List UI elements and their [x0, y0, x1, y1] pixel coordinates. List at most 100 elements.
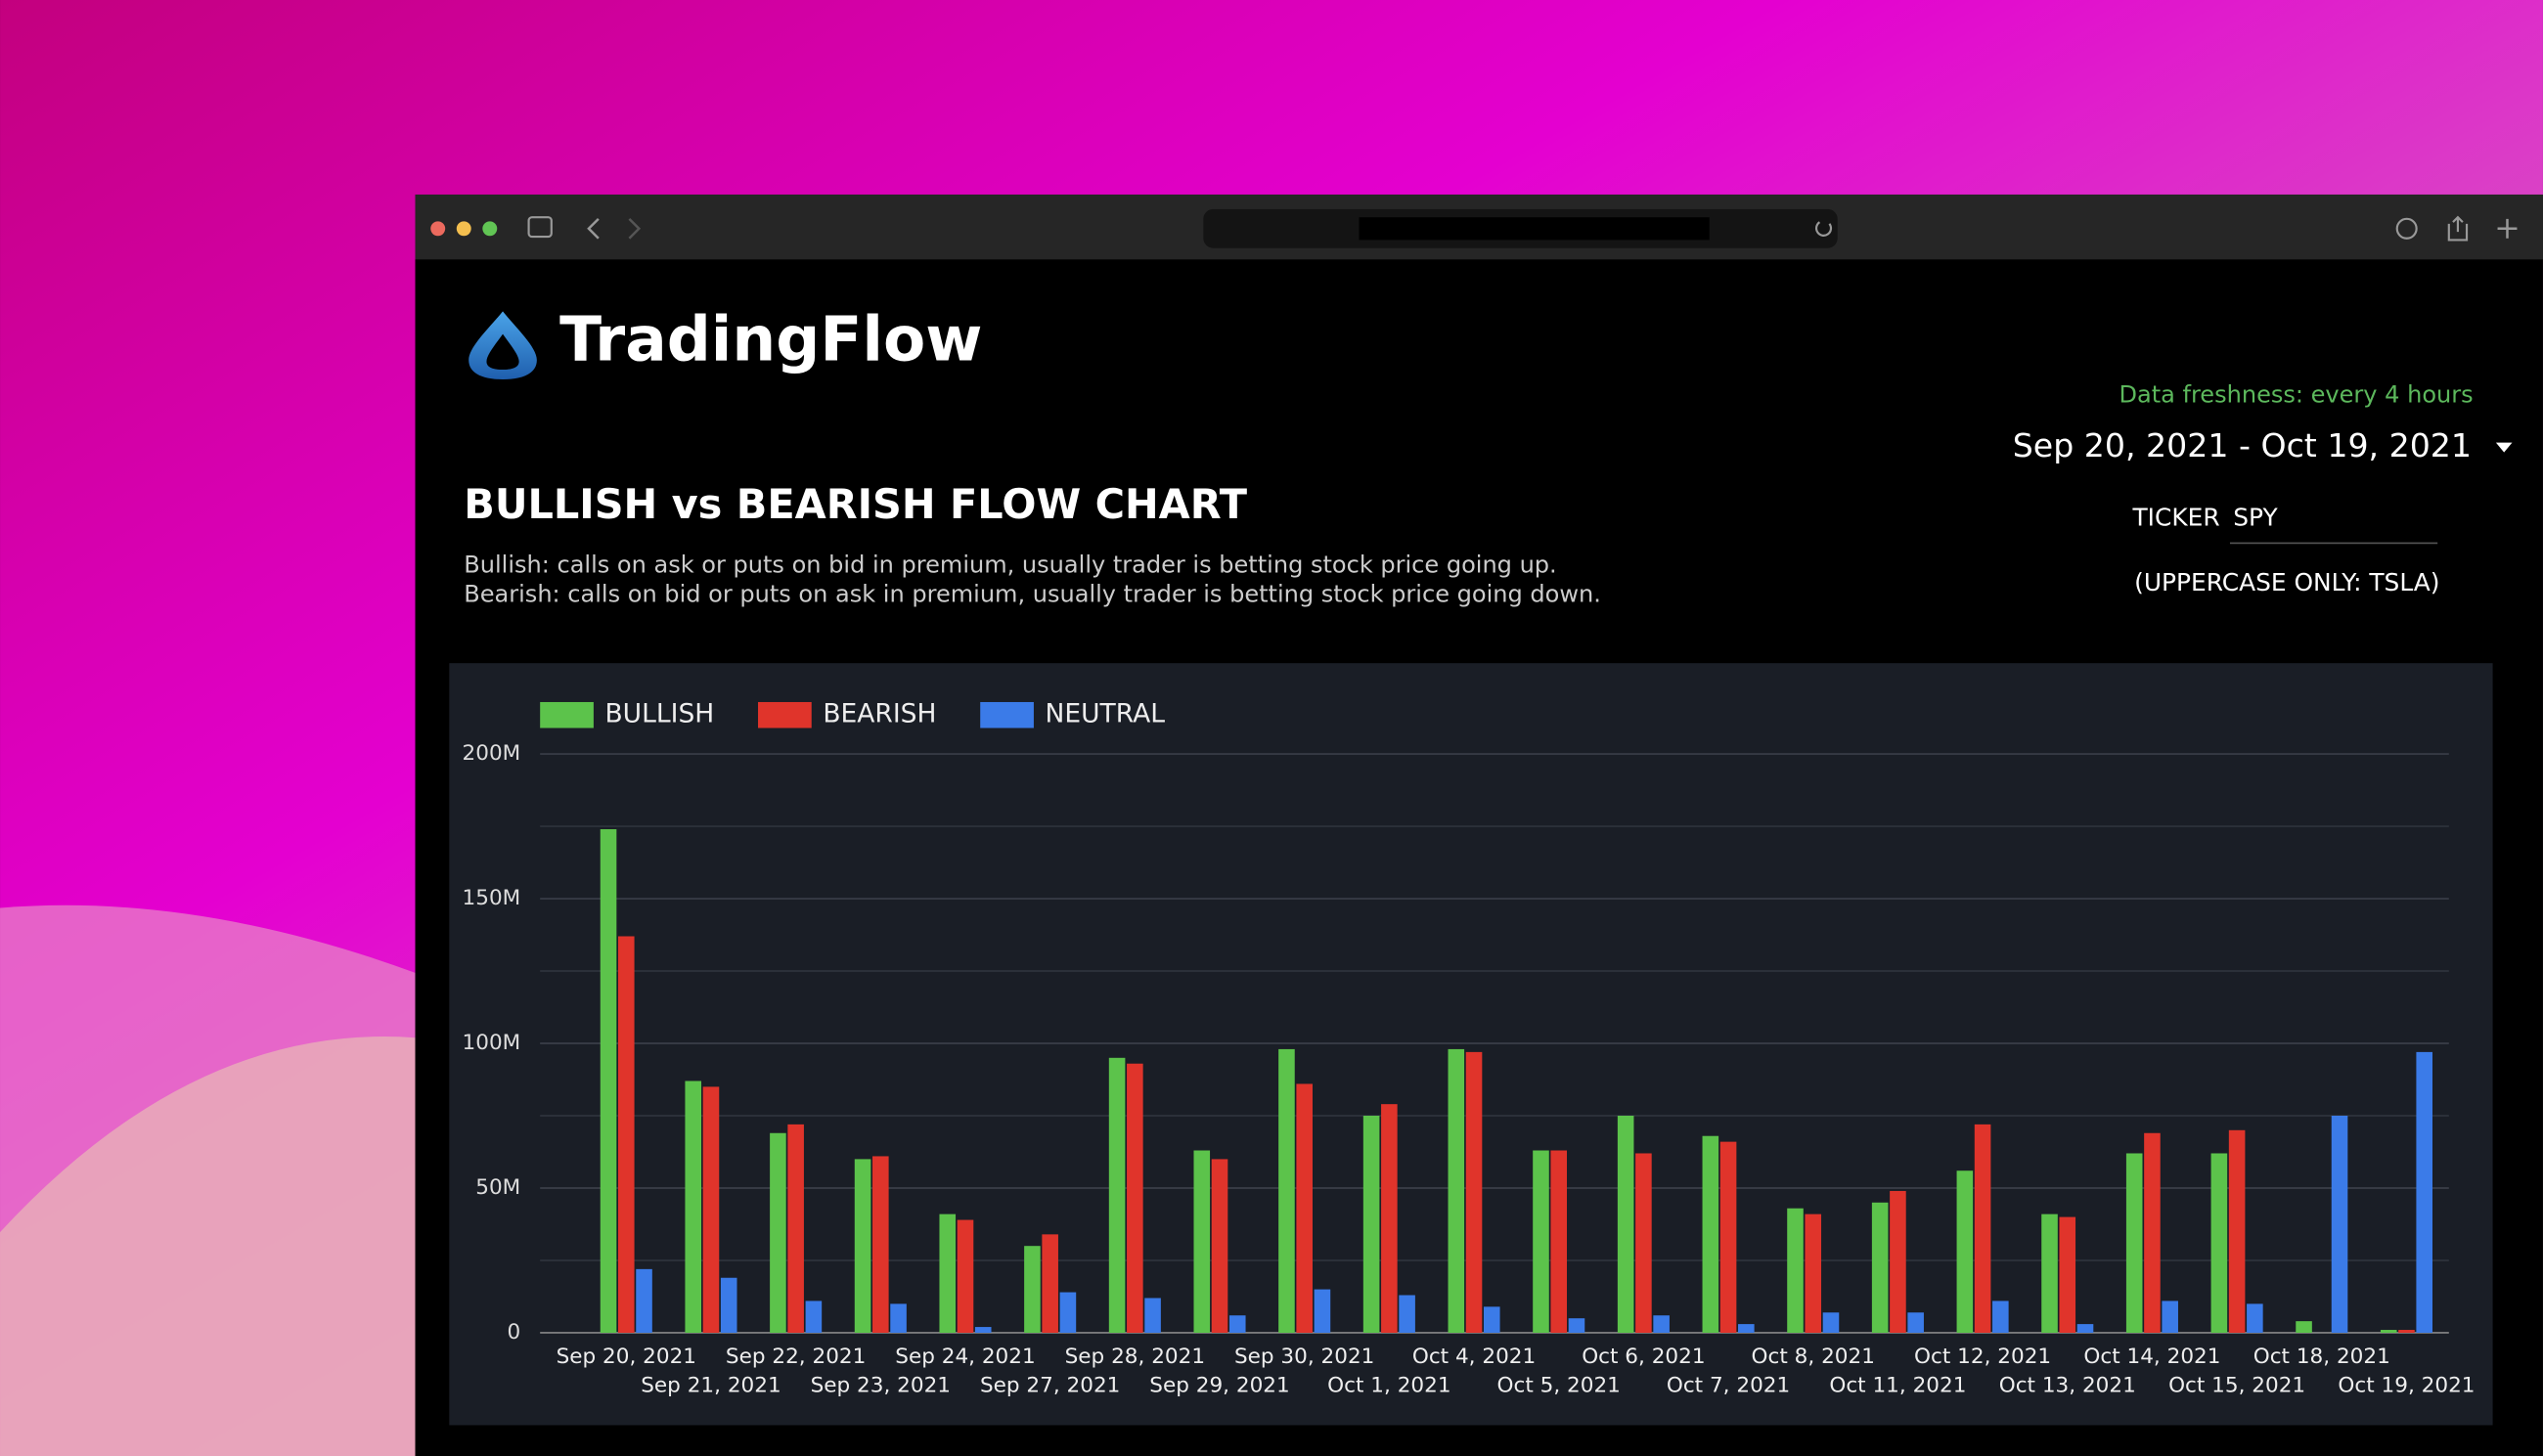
bar — [1974, 1124, 1991, 1333]
wallpaper-wave — [0, 1037, 416, 1456]
bar — [1568, 1318, 1585, 1333]
x-tick-label: Sep 30, 2021 — [1234, 1345, 1374, 1369]
bar — [2296, 1321, 2312, 1333]
legend-label: BULLISH — [605, 699, 715, 729]
bar — [1871, 1202, 1889, 1333]
x-tick-label: Oct 14, 2021 — [2083, 1345, 2220, 1369]
bar — [2144, 1132, 2161, 1333]
bar — [770, 1132, 786, 1333]
bar — [2380, 1330, 2397, 1333]
share-button[interactable] — [2447, 215, 2469, 242]
bar — [2416, 1051, 2432, 1333]
y-tick-label: 50M — [475, 1175, 520, 1200]
bar — [872, 1156, 889, 1333]
bar — [1822, 1312, 1840, 1333]
y-tick-label: 200M — [463, 741, 521, 766]
x-tick-label: Oct 15, 2021 — [2168, 1374, 2305, 1398]
brand: TradingFlow — [559, 304, 982, 375]
bar — [2247, 1303, 2263, 1333]
x-tick-label: Sep 24, 2021 — [895, 1345, 1035, 1369]
minimize-button[interactable] — [456, 221, 471, 237]
sidebar-button[interactable] — [527, 216, 553, 239]
reload-button[interactable] — [1815, 221, 1833, 237]
bar — [1211, 1159, 1228, 1333]
bar — [1719, 1141, 1737, 1333]
legend-swatch — [758, 701, 812, 728]
x-tick-label: Oct 1, 2021 — [1327, 1374, 1450, 1398]
redacted-url — [1359, 217, 1710, 241]
bar — [890, 1303, 907, 1333]
bar — [1533, 1150, 1549, 1333]
bar — [2162, 1301, 2178, 1333]
ticker-hint: (UPPERCASE ONLY: TSLA) — [2134, 568, 2439, 596]
bar — [2041, 1213, 2058, 1333]
legend-label: BEARISH — [823, 699, 936, 729]
description-line: Bullish: calls on ask or puts on bid in … — [464, 552, 1556, 579]
header: TradingFlow Data freshness: every 4 hour… — [464, 304, 2513, 608]
bar — [685, 1081, 702, 1333]
bar — [1635, 1153, 1652, 1333]
x-tick-label: Oct 18, 2021 — [2253, 1345, 2390, 1369]
zoom-button[interactable] — [482, 221, 498, 237]
x-tick-label: Oct 8, 2021 — [1752, 1345, 1875, 1369]
legend-label: NEUTRAL — [1046, 699, 1166, 729]
y-tick-label: 100M — [463, 1031, 521, 1055]
bar — [2228, 1129, 2246, 1333]
date-range-dropdown[interactable] — [2495, 442, 2513, 453]
forward-button[interactable] — [628, 217, 642, 240]
bar — [618, 936, 635, 1333]
bar — [854, 1159, 871, 1333]
bar — [1617, 1116, 1634, 1333]
date-range[interactable]: Sep 20, 2021 - Oct 19, 2021 — [2013, 426, 2472, 464]
back-button[interactable] — [587, 217, 600, 240]
bar — [1448, 1048, 1465, 1333]
bar — [1024, 1246, 1041, 1333]
bar — [2210, 1153, 2228, 1333]
bar — [1042, 1234, 1058, 1333]
x-tick-label: Oct 13, 2021 — [1999, 1374, 2136, 1398]
bar — [1144, 1298, 1161, 1333]
bar — [1381, 1104, 1398, 1333]
bar — [1296, 1083, 1313, 1333]
bar — [1653, 1315, 1670, 1333]
description-line: Bearish: calls on bid or puts on ask in … — [464, 581, 1601, 608]
close-button[interactable] — [430, 221, 446, 237]
bar — [636, 1268, 652, 1333]
bar — [957, 1219, 974, 1333]
x-tick-label: Sep 23, 2021 — [811, 1374, 951, 1398]
bar — [1059, 1292, 1077, 1333]
bar — [1907, 1312, 1924, 1333]
downloads-button[interactable] — [2395, 217, 2418, 240]
bar — [1278, 1048, 1295, 1333]
bar — [1314, 1289, 1331, 1333]
bar — [1193, 1150, 1211, 1333]
bar — [1483, 1306, 1500, 1333]
bar — [787, 1124, 804, 1333]
data-freshness: Data freshness: every 4 hours — [2119, 381, 2473, 409]
x-tick-label: Oct 4, 2021 — [1412, 1345, 1536, 1369]
bar — [1702, 1135, 1719, 1333]
bar — [939, 1213, 957, 1333]
bar — [2398, 1330, 2415, 1333]
x-tick-label: Sep 20, 2021 — [557, 1345, 696, 1369]
x-tick-label: Sep 29, 2021 — [1149, 1374, 1289, 1398]
new-tab-button[interactable] — [2497, 218, 2518, 239]
x-tick-label: Oct 7, 2021 — [1667, 1374, 1790, 1398]
x-tick-label: Oct 11, 2021 — [1829, 1374, 1966, 1398]
bar — [1465, 1051, 1483, 1333]
logo-icon — [468, 311, 537, 380]
bar — [974, 1327, 992, 1333]
bar — [1127, 1063, 1143, 1333]
legend-swatch — [540, 701, 594, 728]
bar — [720, 1277, 737, 1333]
bar — [1399, 1295, 1415, 1333]
ticker-label: TICKER — [2131, 504, 2219, 532]
bar — [1805, 1213, 1822, 1333]
bar — [1108, 1057, 1126, 1333]
bar — [1362, 1116, 1380, 1333]
legend-swatch — [980, 701, 1034, 728]
ticker-input[interactable]: SPY — [2233, 504, 2278, 532]
bar — [1228, 1315, 1246, 1333]
y-tick-label: 0 — [508, 1320, 521, 1345]
